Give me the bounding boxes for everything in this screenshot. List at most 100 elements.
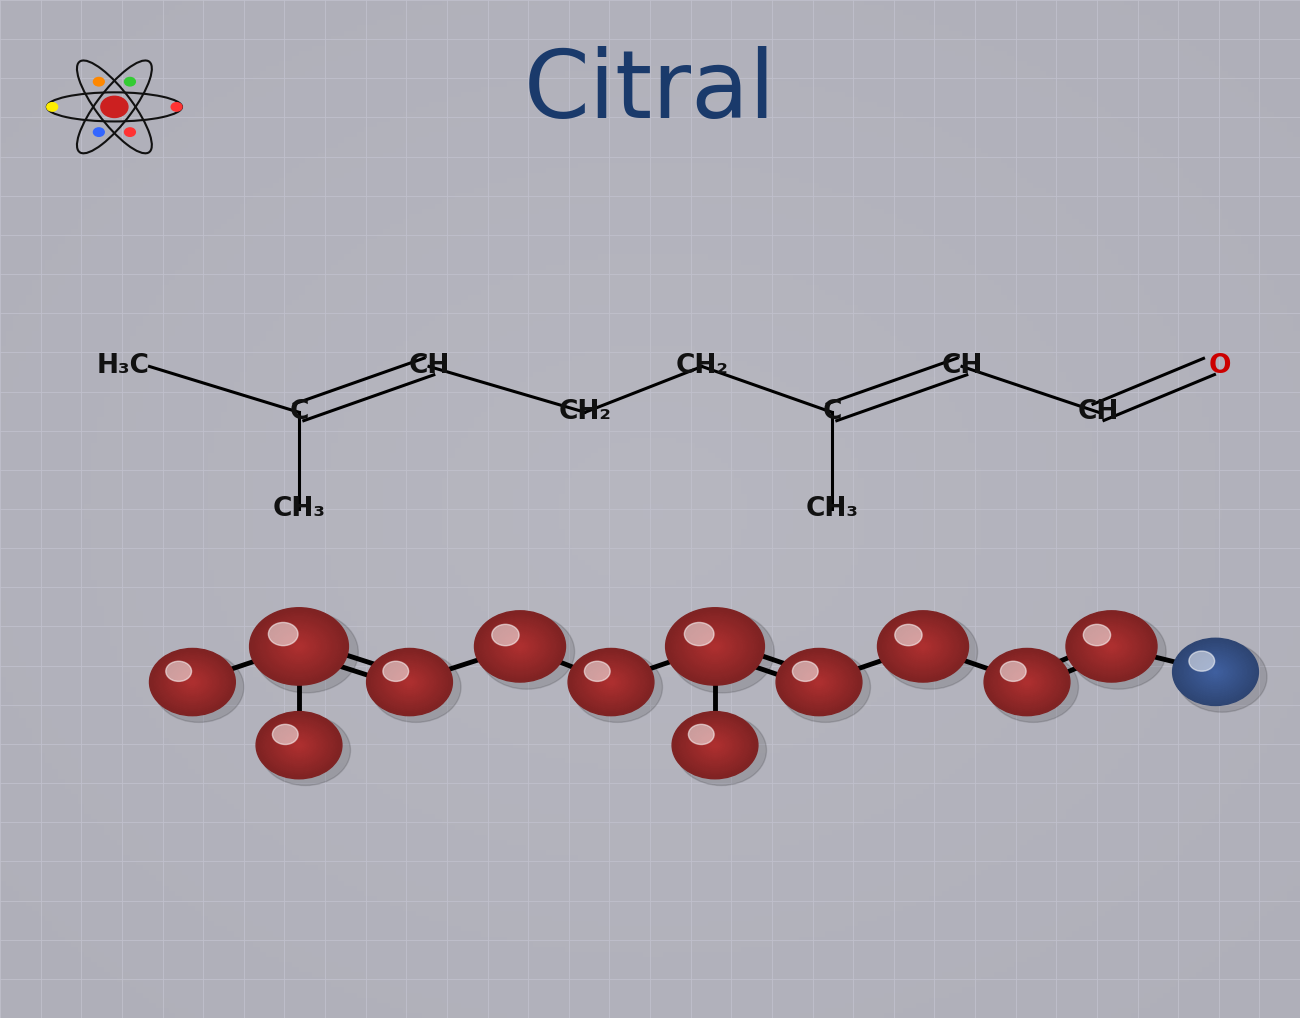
Circle shape (781, 653, 857, 712)
Circle shape (1182, 645, 1249, 698)
Circle shape (376, 656, 443, 709)
Circle shape (282, 633, 316, 660)
Circle shape (984, 648, 1070, 716)
Circle shape (918, 642, 928, 651)
Circle shape (998, 660, 1056, 704)
Circle shape (710, 642, 720, 651)
Circle shape (1004, 664, 1050, 700)
Circle shape (712, 644, 718, 648)
Circle shape (878, 611, 968, 682)
Circle shape (268, 721, 330, 770)
Circle shape (280, 730, 318, 760)
Circle shape (710, 741, 720, 749)
Circle shape (682, 621, 747, 672)
Circle shape (603, 677, 619, 688)
Circle shape (250, 608, 348, 685)
Circle shape (893, 623, 953, 670)
Circle shape (269, 623, 329, 670)
Circle shape (698, 732, 732, 758)
Circle shape (800, 667, 838, 697)
Circle shape (680, 619, 750, 674)
Circle shape (259, 714, 339, 777)
Circle shape (680, 717, 751, 774)
Circle shape (289, 638, 309, 655)
Circle shape (913, 638, 933, 655)
Circle shape (1015, 673, 1039, 691)
Circle shape (291, 640, 307, 653)
Circle shape (507, 636, 533, 657)
Circle shape (485, 619, 555, 674)
Circle shape (693, 629, 737, 664)
Circle shape (594, 669, 628, 695)
Circle shape (381, 660, 438, 704)
Circle shape (686, 723, 744, 768)
Circle shape (1109, 644, 1114, 648)
Circle shape (888, 619, 958, 674)
Circle shape (94, 77, 104, 86)
Circle shape (1001, 662, 1053, 702)
Circle shape (395, 671, 424, 693)
Circle shape (181, 673, 204, 691)
Circle shape (692, 727, 738, 764)
Text: Citral: Citral (524, 46, 776, 137)
Circle shape (166, 662, 218, 702)
Circle shape (1098, 636, 1124, 657)
Circle shape (900, 629, 946, 665)
Circle shape (685, 623, 745, 670)
Circle shape (502, 632, 538, 661)
Circle shape (1193, 656, 1238, 689)
Circle shape (172, 103, 182, 111)
Circle shape (1178, 642, 1253, 701)
Circle shape (797, 666, 841, 699)
Circle shape (896, 625, 950, 668)
Circle shape (706, 738, 724, 752)
Circle shape (1093, 632, 1130, 661)
Circle shape (384, 662, 408, 681)
Circle shape (398, 673, 421, 691)
Circle shape (1076, 619, 1147, 674)
Circle shape (694, 728, 737, 761)
Circle shape (491, 624, 519, 645)
Circle shape (1201, 661, 1230, 683)
Text: O: O (1209, 353, 1231, 380)
Circle shape (280, 631, 318, 662)
Circle shape (1213, 670, 1218, 674)
Circle shape (1175, 640, 1256, 703)
Circle shape (1106, 642, 1117, 651)
Circle shape (571, 651, 651, 714)
Circle shape (1196, 657, 1235, 687)
Circle shape (988, 652, 1079, 723)
Text: CH₃: CH₃ (273, 496, 325, 522)
Circle shape (273, 725, 298, 744)
Circle shape (688, 625, 742, 668)
Circle shape (1024, 680, 1030, 684)
Circle shape (482, 617, 558, 676)
Circle shape (370, 652, 461, 723)
Circle shape (287, 736, 311, 754)
Circle shape (512, 640, 528, 653)
Circle shape (671, 612, 759, 681)
Circle shape (783, 655, 855, 711)
Circle shape (987, 651, 1067, 714)
Circle shape (1176, 641, 1268, 713)
Circle shape (675, 714, 755, 777)
Circle shape (677, 716, 753, 775)
Circle shape (1071, 615, 1166, 689)
Circle shape (183, 675, 202, 689)
Circle shape (1184, 647, 1247, 696)
Circle shape (993, 656, 1061, 709)
Circle shape (1022, 678, 1032, 686)
Circle shape (701, 734, 729, 756)
Circle shape (668, 610, 762, 683)
Circle shape (599, 673, 623, 691)
Circle shape (905, 632, 941, 661)
Circle shape (493, 625, 547, 668)
Text: CH: CH (408, 353, 450, 380)
Circle shape (290, 738, 308, 752)
Circle shape (1091, 630, 1132, 663)
Circle shape (991, 655, 1063, 711)
Circle shape (1084, 625, 1139, 668)
Circle shape (1192, 654, 1239, 690)
Circle shape (277, 629, 321, 664)
Circle shape (161, 658, 224, 706)
